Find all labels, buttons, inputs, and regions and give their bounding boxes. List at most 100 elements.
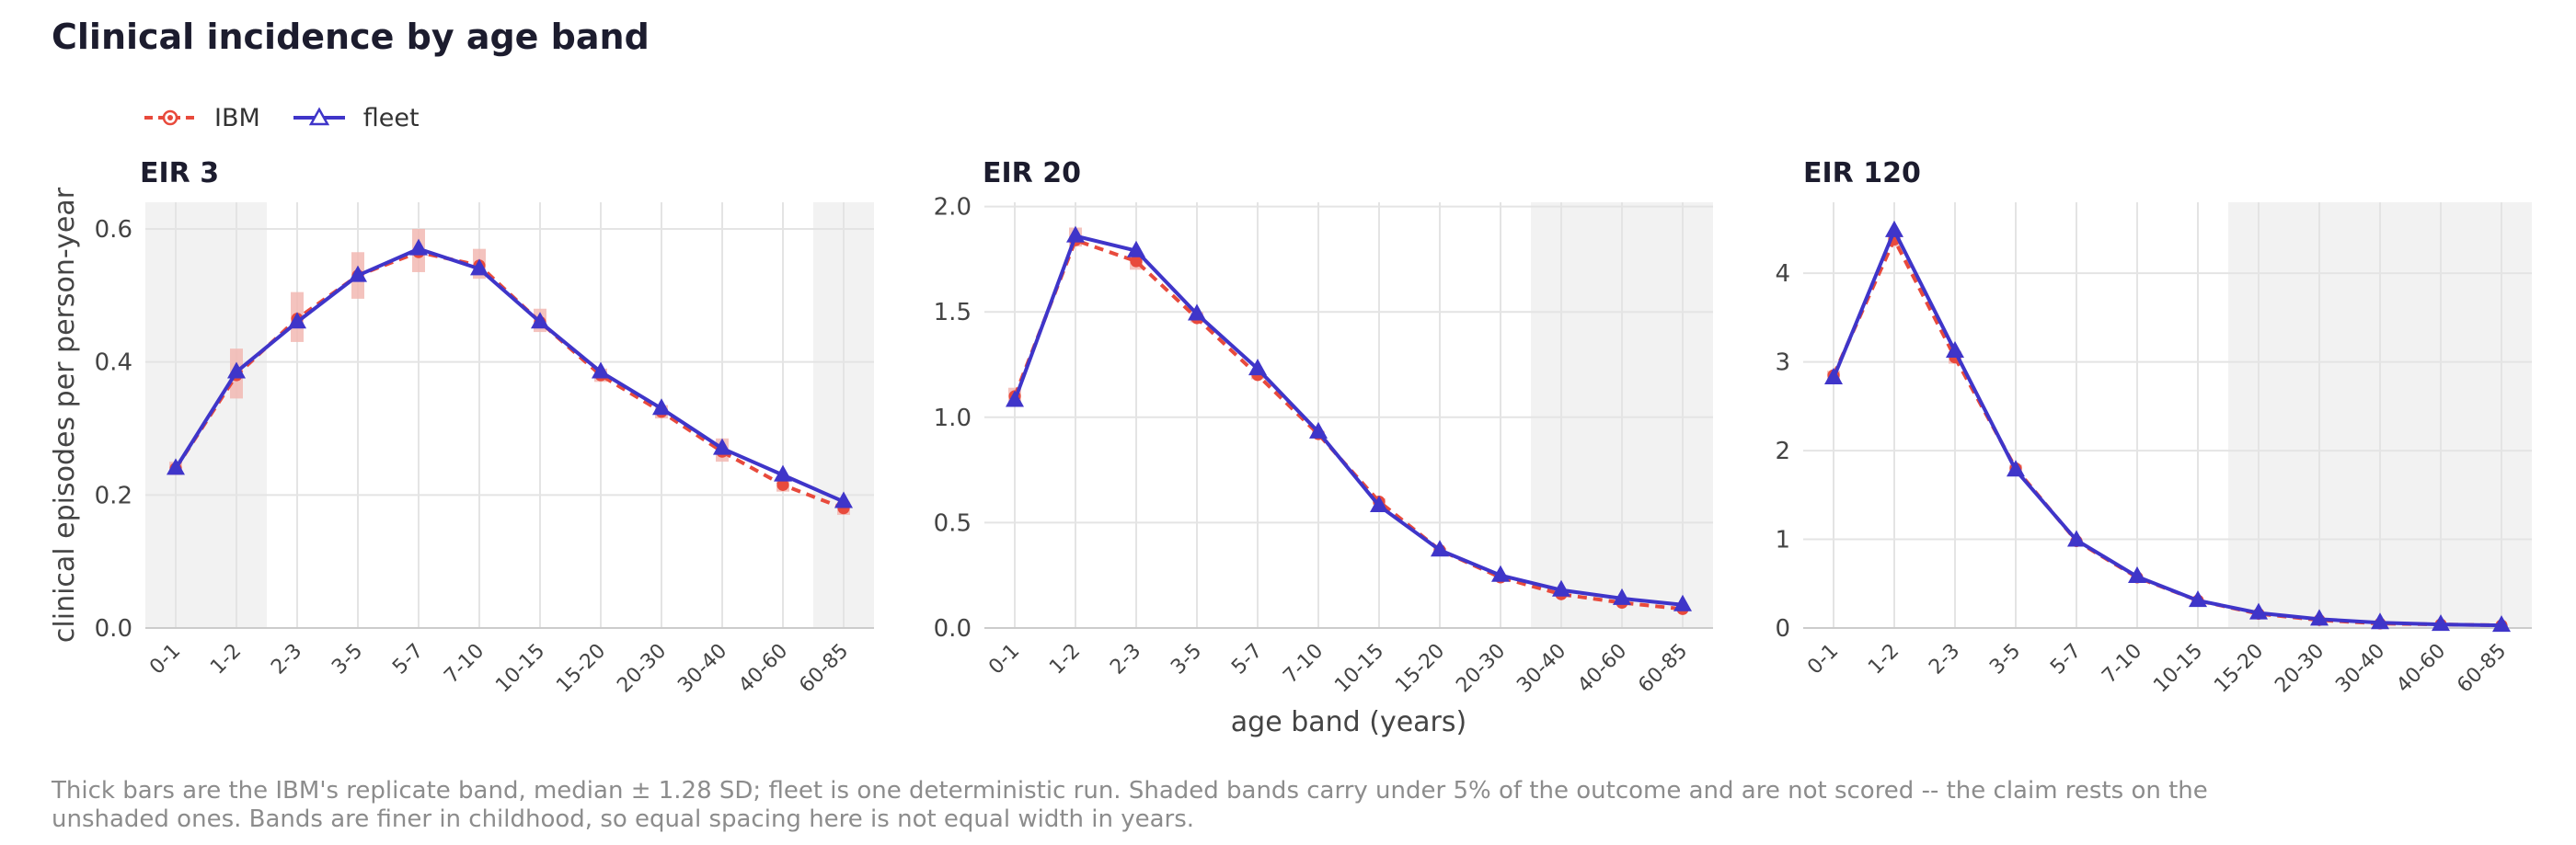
- x-tick-label: 20-30: [613, 640, 671, 698]
- x-tick-label: 40-60: [2392, 640, 2450, 698]
- x-tick-label: 5-7: [1227, 640, 1267, 679]
- y-tick-label: 1.5: [934, 299, 972, 326]
- x-tick-label: 15-20: [552, 640, 610, 698]
- fleet-point: [713, 438, 731, 455]
- x-tick-label: 40-60: [734, 640, 792, 698]
- ibm-point: [1130, 255, 1143, 268]
- panel-title: EIR 3: [140, 157, 219, 189]
- legend-ibm-swatch: [144, 109, 196, 126]
- legend-item-fleet: fleet: [292, 104, 420, 132]
- y-tick-label: 0.4: [95, 349, 132, 377]
- fleet-point: [2128, 566, 2146, 584]
- panel-title: EIR 20: [983, 157, 1081, 189]
- fleet-point: [652, 398, 671, 416]
- x-tick-label: 40-60: [1573, 640, 1631, 698]
- x-tick-label: 1-2: [1864, 640, 1903, 679]
- fleet-point: [2432, 614, 2450, 632]
- ibm-point: [776, 478, 789, 491]
- x-tick-label: 15-20: [1391, 640, 1449, 698]
- y-tick-label: 0: [1775, 615, 1790, 643]
- y-tick-label: 0.0: [95, 615, 132, 643]
- x-tick-label: 2-3: [1925, 640, 1964, 679]
- fleet-point: [1431, 540, 1449, 557]
- fleet-point: [2310, 609, 2329, 626]
- fleet-point: [1248, 359, 1267, 376]
- panel-1: 0.0 0.2 0.4 0.6 0-1 1-2 2-3 3-5 5-7 7-10 10-15 15-2…: [49, 157, 874, 697]
- fleet-point: [167, 458, 185, 475]
- fleet-point: [1613, 588, 1631, 605]
- fleet-point: [2007, 460, 2025, 477]
- legend-item-ibm: IBM: [143, 104, 260, 132]
- x-tick-label: 0-1: [984, 640, 1024, 679]
- x-tick-label: 7-10: [440, 640, 489, 689]
- fleet-point: [1491, 565, 1510, 582]
- panel-3: 0 1 2 3 4 0-1 1-2 2-3 3-5 5-7 7-10 10-15 15-20 20-30 3…: [1775, 157, 2532, 697]
- x-tick-label: 2-3: [267, 640, 306, 679]
- x-tick-label: 1-2: [1045, 640, 1085, 679]
- y-tick-label: 0.2: [95, 482, 132, 509]
- x-tick-label: 10-15: [2149, 640, 2207, 698]
- fleet-point: [470, 258, 489, 276]
- fleet-point: [2067, 530, 2086, 547]
- y-tick-label: 4: [1775, 260, 1790, 288]
- x-tick-label: 20-30: [1452, 640, 1510, 698]
- fleet-point: [592, 361, 610, 379]
- fleet-point: [227, 361, 246, 379]
- fleet-point: [531, 312, 549, 329]
- chart-caption: Thick bars are the IBM's replicate band,…: [52, 777, 2208, 833]
- y-tick-label: 0.0: [934, 615, 972, 643]
- panel-title: EIR 120: [1803, 157, 1921, 189]
- fleet-point: [1066, 225, 1085, 243]
- legend-ibm-label: IBM: [214, 103, 260, 132]
- fleet-point: [1188, 303, 1206, 321]
- fleet-series-line: [1832, 226, 2502, 628]
- ibm-series-line: [1013, 237, 1684, 611]
- x-tick-label: 30-40: [673, 640, 731, 698]
- fleet-point: [774, 464, 792, 482]
- y-tick-label: 2: [1775, 438, 1790, 465]
- fleet-series-line: [174, 246, 845, 504]
- x-tick-label: 0-1: [1803, 640, 1843, 679]
- fleet-point: [1127, 240, 1145, 257]
- fleet-point: [1006, 390, 1024, 407]
- x-tick-label: 2-3: [1106, 640, 1145, 679]
- y-tick-label: 3: [1775, 349, 1790, 377]
- fleet-point: [1673, 594, 1692, 611]
- x-tick-label: 15-20: [2210, 640, 2268, 698]
- x-tick-label: 30-40: [2331, 640, 2389, 698]
- x-tick-label: 60-85: [795, 640, 853, 698]
- fleet-point: [349, 265, 367, 282]
- y-tick-label: 1.0: [934, 405, 972, 432]
- fleet-point: [1370, 496, 1388, 513]
- fleet-point: [834, 491, 853, 508]
- x-axis-label: age band (years): [1231, 706, 1466, 738]
- fleet-point: [288, 312, 306, 329]
- fleet-point: [1885, 220, 1903, 237]
- fleet-point: [409, 238, 428, 256]
- x-tick-label: 5-7: [2046, 640, 2086, 679]
- x-tick-label: 30-40: [1512, 640, 1570, 698]
- fleet-point: [1824, 367, 1843, 384]
- y-tick-label: 1: [1775, 527, 1790, 554]
- x-tick-label: 7-10: [2098, 640, 2146, 689]
- panel-2: 0.0 0.5 1.0 1.5 2.0 0-1 1-2 2-3 3-5 5-7 7-10 10-15 1…: [934, 157, 1713, 738]
- x-tick-label: 10-15: [491, 640, 549, 698]
- y-axis-label: clinical episodes per person-year: [49, 187, 81, 643]
- y-tick-label: 0.6: [95, 216, 132, 244]
- x-tick-label: 5-7: [388, 640, 428, 679]
- x-tick-label: 3-5: [328, 640, 367, 679]
- x-tick-label: 20-30: [2271, 640, 2329, 698]
- x-tick-label: 10-15: [1330, 640, 1388, 698]
- x-tick-label: 7-10: [1279, 640, 1328, 689]
- legend-fleet-swatch: [293, 107, 345, 126]
- x-tick-label: 60-85: [2453, 640, 2511, 698]
- chart-title: Clinical incidence by age band: [52, 17, 650, 57]
- y-tick-label: 2.0: [934, 194, 972, 222]
- fleet-point: [2189, 590, 2207, 608]
- fleet-point: [1946, 341, 1964, 359]
- x-tick-label: 0-1: [145, 640, 185, 679]
- fleet-point: [2249, 602, 2268, 620]
- x-tick-label: 3-5: [1985, 640, 2025, 679]
- fleet-point: [1552, 579, 1570, 597]
